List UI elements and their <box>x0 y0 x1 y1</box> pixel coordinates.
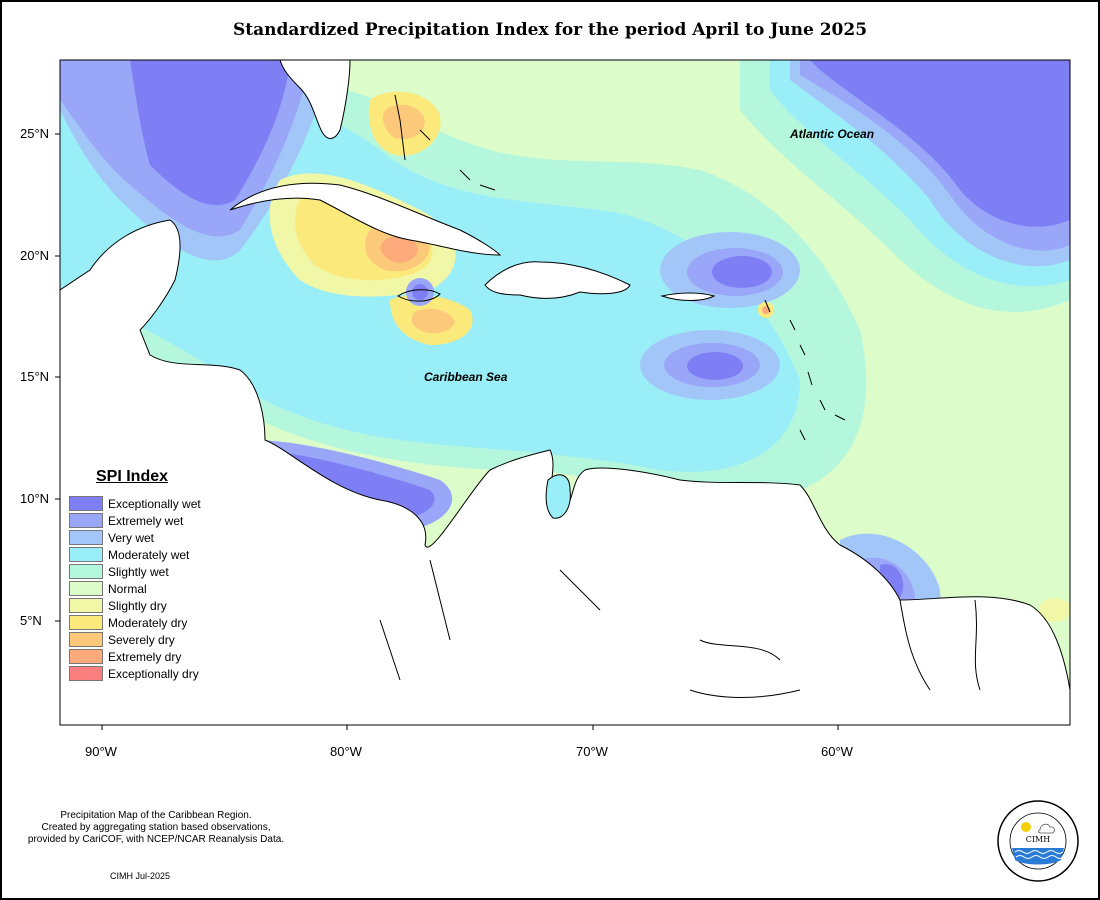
legend-item: Normal <box>69 580 147 597</box>
credit-line: provided by CariCOF, with NCEP/NCAR Rean… <box>27 834 285 845</box>
legend-item: Exceptionally dry <box>69 665 199 682</box>
legend-label: Exceptionally dry <box>108 666 199 681</box>
legend-label: Normal <box>108 581 147 596</box>
lon-label-70w: 70°W <box>576 744 608 759</box>
atlantic-ocean-label: Atlantic Ocean <box>790 127 875 141</box>
legend-item: Very wet <box>69 529 154 546</box>
lat-label-15n: 15°N <box>20 369 50 384</box>
legend-label: Very wet <box>108 530 155 545</box>
legend-item: Slightly dry <box>69 597 167 614</box>
legend-title: SPI Index <box>96 468 169 485</box>
legend-label: Moderately wet <box>108 547 190 562</box>
legend-label: Exceptionally wet <box>108 496 201 511</box>
axis-ticks <box>55 133 839 730</box>
lon-label-80w: 80°W <box>330 744 362 759</box>
legend-swatch <box>69 581 103 596</box>
spi-field <box>60 60 1070 725</box>
lon-label-60w: 60°W <box>821 744 853 759</box>
legend-label: Extremely dry <box>108 649 182 664</box>
date-label: CIMH Jul-2025 <box>110 871 171 881</box>
legend-label: Moderately dry <box>108 615 188 630</box>
lat-label-20n: 20°N <box>20 248 50 263</box>
cimh-logo: CIMH <box>997 800 1079 882</box>
legend-swatch <box>69 649 103 664</box>
lon-label-90w: 90°W <box>85 744 117 759</box>
legend-swatch <box>69 547 103 562</box>
legend-label: Severely dry <box>108 632 175 647</box>
legend-item: Exceptionally wet <box>69 495 201 512</box>
logo-text: CIMH <box>1026 835 1050 844</box>
legend-swatch <box>69 564 103 579</box>
legend-item: Moderately wet <box>69 546 189 563</box>
legend-swatch <box>69 530 103 545</box>
legend-swatch <box>69 615 103 630</box>
legend-item: Severely dry <box>69 631 175 648</box>
lat-label-5n: 5°N <box>20 613 42 628</box>
legend-label: Slightly wet <box>108 564 169 579</box>
legend-swatch <box>69 496 103 511</box>
caribbean-sea-label: Caribbean Sea <box>424 370 508 384</box>
legend-swatch <box>69 632 103 647</box>
map-title: Standardized Precipitation Index for the… <box>232 20 868 40</box>
credit-line: Precipitation Map of the Caribbean Regio… <box>60 810 252 821</box>
legend-item: Moderately dry <box>69 614 187 631</box>
credit-text: Precipitation Map of the Caribbean Regio… <box>6 810 306 846</box>
credit-line: Created by aggregating station based obs… <box>41 822 271 833</box>
legend-swatch <box>69 666 103 681</box>
legend-item: Extremely wet <box>69 512 183 529</box>
legend-label: Extremely wet <box>108 513 184 528</box>
legend-item: Extremely dry <box>69 648 181 665</box>
legend-swatch <box>69 513 103 528</box>
map-border <box>59 59 1071 726</box>
legend-swatch <box>69 598 103 613</box>
lat-label-25n: 25°N <box>20 126 50 141</box>
legend-item: Slightly wet <box>69 563 169 580</box>
legend-label: Slightly dry <box>108 598 167 613</box>
lat-label-10n: 10°N <box>20 491 50 506</box>
